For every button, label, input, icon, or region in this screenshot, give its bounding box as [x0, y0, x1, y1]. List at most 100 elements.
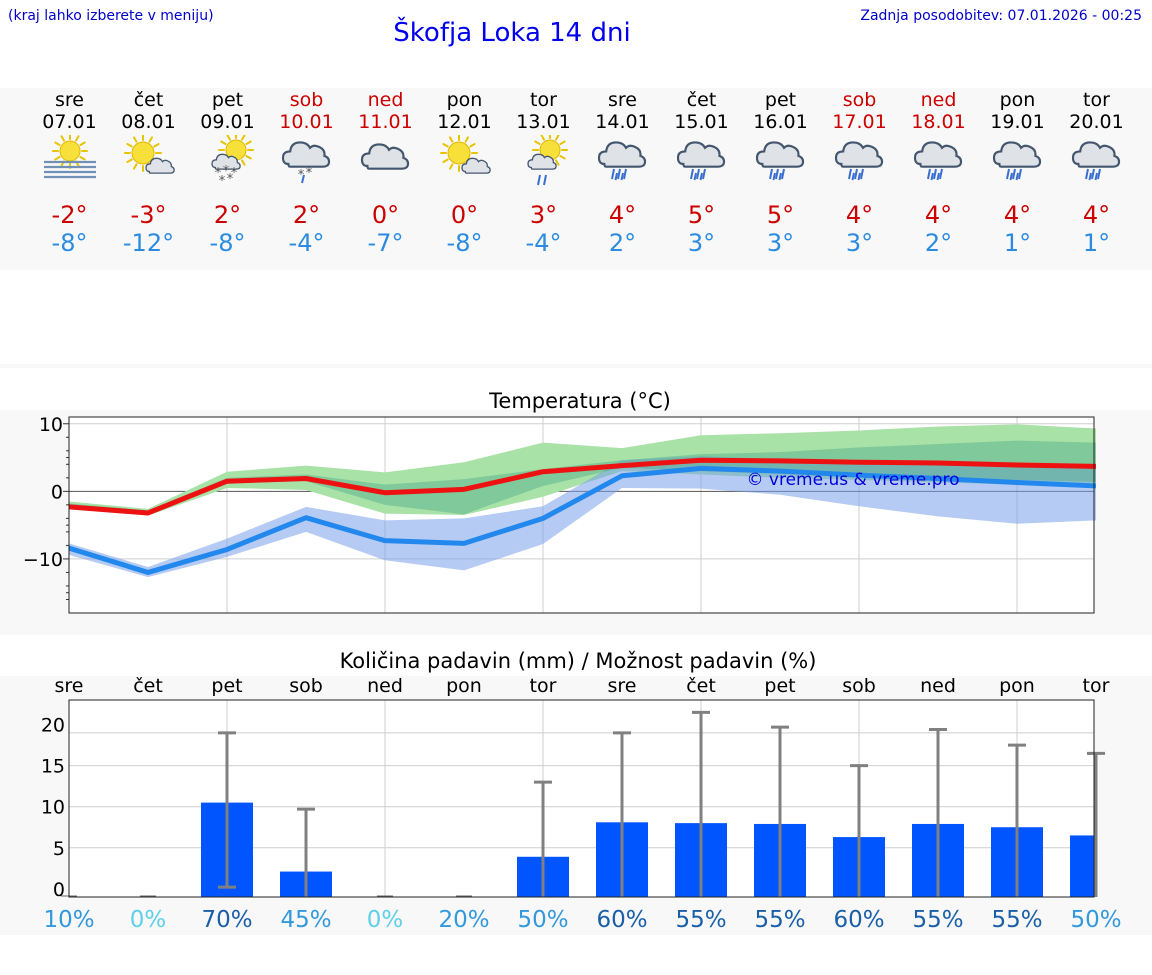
svg-text:*: * — [215, 166, 222, 181]
page-title: Škofja Loka 14 dni — [393, 18, 631, 48]
max-temp: -3° — [130, 201, 167, 229]
day-date: 10.01 — [279, 111, 334, 133]
day-date: 14.01 — [595, 111, 650, 133]
precip-bar — [1070, 835, 1094, 897]
day-column: tor 13.01 3° -4° — [504, 88, 583, 257]
svg-text:*: * — [298, 168, 305, 183]
precip-probability: 55% — [754, 907, 805, 933]
precipitation-chart-title: Količina padavin (mm) / Možnost padavin … — [340, 649, 817, 673]
cloud-rain-icon — [992, 141, 1042, 181]
day-name: čet — [133, 89, 164, 111]
max-temp: 4° — [608, 201, 637, 229]
forecast-band — [0, 88, 1152, 270]
max-temp: -2° — [51, 201, 88, 229]
precip-probability: 10% — [43, 907, 94, 933]
y-tick-label: 5 — [53, 838, 65, 860]
day-column: pet 09.01 * * * * * 2° -8° — [188, 88, 267, 257]
day-date: 07.01 — [42, 111, 97, 133]
precip-probability: 0% — [367, 907, 404, 933]
x-tick-label: pet — [211, 675, 242, 697]
day-name: pet — [764, 89, 797, 111]
precip-probability: 45% — [280, 907, 331, 933]
day-column: čet 08.01 -3° -12° — [109, 88, 188, 257]
day-name: pon — [446, 89, 483, 111]
day-date: 09.01 — [200, 111, 255, 133]
svg-text:*: * — [231, 166, 238, 181]
sun-cloud-icon — [124, 134, 175, 174]
precip-probability: 55% — [912, 907, 963, 933]
x-tick-label: pon — [999, 675, 1035, 697]
day-date: 16.01 — [753, 111, 808, 133]
cloud-icon — [360, 143, 410, 170]
temperature-chart: Temperatura (°C) 10 0 −10 © vreme.us & vrem… — [23, 389, 1097, 614]
day-date: 20.01 — [1069, 111, 1124, 133]
sun-fog-icon — [44, 133, 96, 179]
max-temp: 3° — [529, 201, 558, 229]
max-temp: 5° — [687, 201, 716, 229]
day-column: sob 10.01 * * 2° -4° — [267, 88, 346, 257]
min-temp: 2° — [924, 229, 953, 257]
max-temp-line — [68, 457, 1097, 516]
sun-cloud-rain-icon — [527, 132, 568, 186]
min-temp: 3° — [766, 229, 795, 257]
max-temp: 2° — [292, 201, 321, 229]
x-tick-label: sob — [289, 675, 323, 697]
day-date: 19.01 — [990, 111, 1045, 133]
min-temp: 1° — [1082, 229, 1111, 257]
min-temp: -8° — [446, 229, 483, 257]
watermark[interactable]: © vreme.us & vreme.pro — [746, 470, 959, 490]
temperature-plot-frame — [68, 416, 1095, 614]
cloud-rain-icon — [1071, 141, 1121, 181]
svg-text:*: * — [306, 166, 313, 181]
day-column: pet 16.01 5° 3° — [741, 88, 820, 257]
y-tick-label: 15 — [41, 756, 65, 778]
precip-probability: 55% — [991, 907, 1042, 933]
max-temp: 0° — [450, 201, 479, 229]
day-column: pon 19.01 4° 1° — [978, 88, 1057, 257]
last-updated: Zadnja posodobitev: 07.01.2026 - 00:25 — [860, 8, 1142, 24]
day-name: čet — [686, 89, 717, 111]
x-tick-label: ned — [367, 675, 403, 697]
max-temp-core-band — [69, 440, 1096, 515]
min-temp: -8° — [51, 229, 88, 257]
max-temp: 4° — [1082, 201, 1111, 229]
y-tick-label: 0 — [53, 879, 65, 901]
day-column: ned 11.01 0° -7° — [346, 88, 425, 257]
min-temp: -4° — [525, 229, 562, 257]
x-tick-label: sre — [55, 675, 84, 697]
precip-probability: 50% — [517, 907, 568, 933]
day-name: sob — [842, 89, 877, 111]
day-date: 15.01 — [674, 111, 729, 133]
y-tick-label: 10 — [41, 797, 65, 819]
svg-text:*: * — [219, 174, 226, 189]
precip-probability: 50% — [1070, 907, 1121, 933]
separator-band — [0, 364, 1152, 368]
day-column: ned 18.01 4° 2° — [899, 88, 978, 257]
precipitation-plot-frame — [68, 699, 1095, 898]
min-temp: -4° — [288, 229, 325, 257]
precip-probability: 70% — [201, 907, 252, 933]
max-temp: 2° — [213, 201, 242, 229]
daily-forecast: sre 07.01 -2° -8° čet 08.01 -3° -12° pet 09.01 * * *… — [0, 88, 1152, 268]
day-name: sre — [55, 89, 84, 111]
day-name: sob — [289, 89, 324, 111]
day-name: tor — [530, 89, 557, 111]
min-temp-line — [68, 465, 1097, 575]
min-temp-range-band — [69, 456, 1096, 578]
day-date: 18.01 — [911, 111, 966, 133]
day-date: 08.01 — [121, 111, 176, 133]
cloud-rain-icon — [676, 141, 726, 181]
sun-cloud-icon — [440, 134, 491, 174]
max-temp: 5° — [766, 201, 795, 229]
location-hint[interactable]: (kraj lahko izberete v meniju) — [8, 8, 214, 24]
y-tick-label: 10 — [39, 414, 63, 436]
precip-probability: 20% — [438, 907, 489, 933]
day-date: 12.01 — [437, 111, 492, 133]
svg-text:*: * — [227, 172, 234, 187]
cloud-rain-icon — [597, 141, 647, 181]
x-tick-label: čet — [686, 675, 716, 697]
cloud-rain-icon — [913, 141, 963, 181]
day-name: tor — [1083, 89, 1110, 111]
cloud-rain-icon — [755, 141, 805, 181]
y-tick-label: −10 — [23, 549, 63, 571]
